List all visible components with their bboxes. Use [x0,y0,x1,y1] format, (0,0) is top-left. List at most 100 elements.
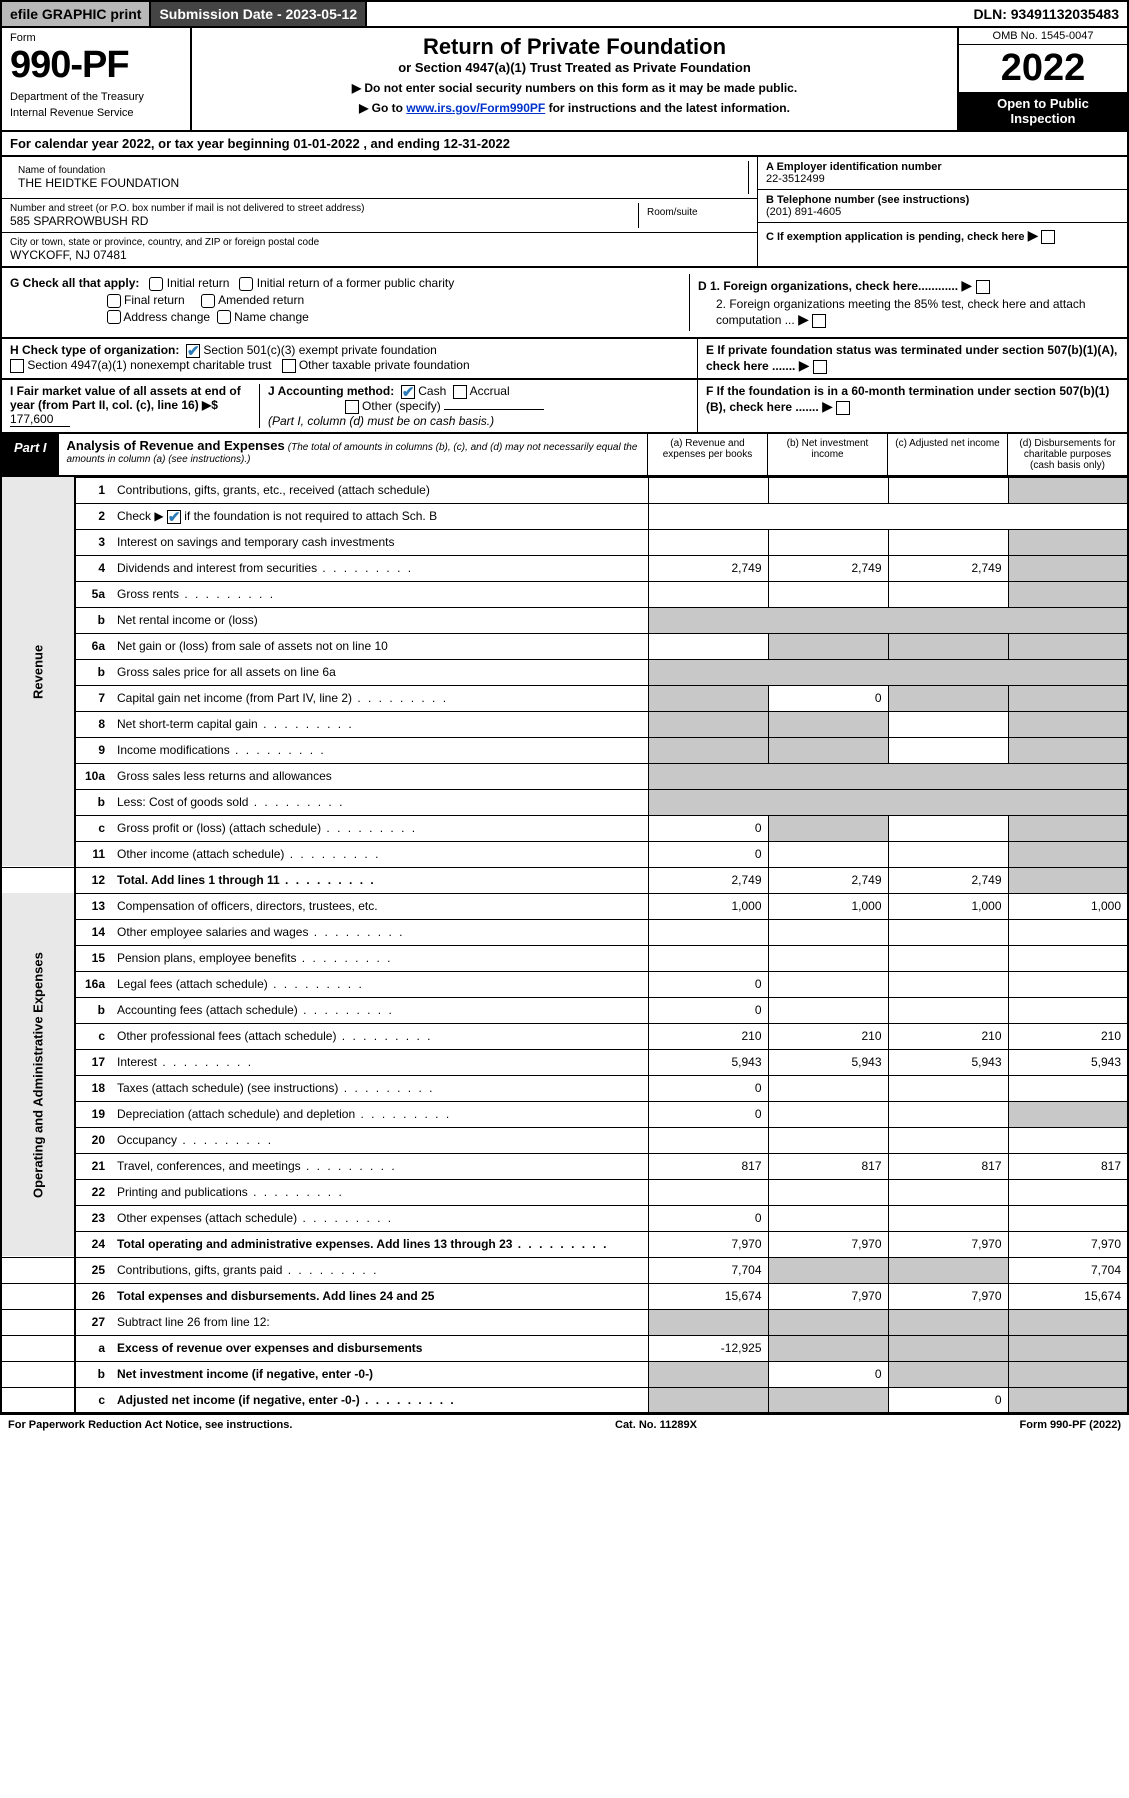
h-label: H Check type of organization: [10,343,179,357]
r19-num: 19 [75,1101,111,1127]
r16a-desc: Legal fees (attach schedule) [111,971,648,997]
r27-desc: Subtract line 26 from line 12: [111,1309,648,1335]
year-block: OMB No. 1545-0047 2022 Open to Public In… [957,28,1127,130]
street-address: 585 SPARROWBUSH RD [10,214,638,228]
j-other: Other (specify) [362,399,441,413]
r18-a: 0 [648,1075,768,1101]
g-initial-former-checkbox[interactable] [239,277,253,291]
r22-desc: Printing and publications [111,1179,648,1205]
ssn-note: ▶ Do not enter social security numbers o… [200,81,949,95]
r25-a: 7,704 [648,1257,768,1283]
exemption-checkbox[interactable] [1041,230,1055,244]
goto-note: ▶ Go to www.irs.gov/Form990PF for instru… [200,101,949,115]
omb-number: OMB No. 1545-0047 [959,28,1127,45]
sch-b-checkbox[interactable] [167,510,181,524]
part1-header: Part I Analysis of Revenue and Expenses … [0,434,1129,477]
j-other-checkbox[interactable] [345,400,359,414]
form-header: Form 990-PF Department of the Treasury I… [0,28,1129,132]
r11-a: 0 [648,841,768,867]
h-4947-checkbox[interactable] [10,359,24,373]
r21-num: 21 [75,1153,111,1179]
r6b-num: b [75,659,111,685]
part1-label: Part I [2,434,59,475]
r10c-desc: Gross profit or (loss) (attach schedule) [111,815,648,841]
ein-row: A Employer identification number 22-3512… [758,157,1127,190]
table-row: cAdjusted net income (if negative, enter… [1,1387,1128,1413]
table-row: 19Depreciation (attach schedule) and dep… [1,1101,1128,1127]
j-cash-checkbox[interactable] [401,385,415,399]
d1-checkbox[interactable] [976,280,990,294]
r10a-num: 10a [75,763,111,789]
r3-num: 3 [75,529,111,555]
revenue-side-label: Revenue [1,477,75,867]
table-row: 22Printing and publications [1,1179,1128,1205]
g-amended-checkbox[interactable] [201,294,215,308]
table-row: 10aGross sales less returns and allowanc… [1,763,1128,789]
r24-num: 24 [75,1231,111,1257]
r26-a: 15,674 [648,1283,768,1309]
efile-print-button[interactable]: efile GRAPHIC print [2,2,151,26]
name-label: Name of foundation [18,165,740,176]
h-501c3-checkbox[interactable] [186,344,200,358]
r7-desc: Capital gain net income (from Part IV, l… [111,685,648,711]
address-label: Number and street (or P.O. box number if… [10,203,638,214]
j-accrual: Accrual [470,384,510,398]
r10a-desc: Gross sales less returns and allowances [111,763,648,789]
r5a-desc: Gross rents [111,581,648,607]
r11-num: 11 [75,841,111,867]
r16c-b: 210 [768,1023,888,1049]
table-row: Operating and Administrative Expenses 13… [1,893,1128,919]
g-address-change-checkbox[interactable] [107,310,121,324]
g-section: G Check all that apply: Initial return I… [10,274,681,331]
form-title: Return of Private Foundation [200,34,949,60]
e-checkbox[interactable] [813,360,827,374]
g-name-change-checkbox[interactable] [217,310,231,324]
j-accrual-checkbox[interactable] [453,385,467,399]
d2-checkbox[interactable] [812,314,826,328]
irs-link[interactable]: www.irs.gov/Form990PF [406,101,545,115]
r12-desc: Total. Add lines 1 through 11 [111,867,648,893]
r16c-desc: Other professional fees (attach schedule… [111,1023,648,1049]
r13-b: 1,000 [768,893,888,919]
r19-desc: Depreciation (attach schedule) and deple… [111,1101,648,1127]
r27c-c: 0 [888,1387,1008,1413]
table-row: 7Capital gain net income (from Part IV, … [1,685,1128,711]
table-row: 24Total operating and administrative exp… [1,1231,1128,1257]
goto-post: for instructions and the latest informat… [545,101,790,115]
d2-label: 2. Foreign organizations meeting the 85%… [716,297,1086,327]
r13-desc: Compensation of officers, directors, tru… [111,893,648,919]
g-o6: Name change [234,310,309,324]
table-row: bAccounting fees (attach schedule)0 [1,997,1128,1023]
g-initial-return-checkbox[interactable] [149,277,163,291]
r23-a: 0 [648,1205,768,1231]
f-checkbox[interactable] [836,401,850,415]
j-note: (Part I, column (d) must be on cash basi… [268,414,494,428]
r17-b: 5,943 [768,1049,888,1075]
part1-title: Analysis of Revenue and Expenses [67,438,285,453]
r26-desc: Total expenses and disbursements. Add li… [111,1283,648,1309]
h-other-checkbox[interactable] [282,359,296,373]
r12-c: 2,749 [888,867,1008,893]
r27b-b: 0 [768,1361,888,1387]
r27a-a: -12,925 [648,1335,768,1361]
col-a-head: (a) Revenue and expenses per books [647,434,767,475]
table-row: Revenue 1Contributions, gifts, grants, e… [1,477,1128,503]
r9-desc: Income modifications [111,737,648,763]
form-label: Form [10,32,182,44]
table-row: 18Taxes (attach schedule) (see instructi… [1,1075,1128,1101]
e-label: E If private foundation status was termi… [706,343,1117,373]
r21-b: 817 [768,1153,888,1179]
submission-date: Submission Date - 2023-05-12 [151,2,367,26]
r24-d: 7,970 [1008,1231,1128,1257]
r19-a: 0 [648,1101,768,1127]
table-row: 21Travel, conferences, and meetings81781… [1,1153,1128,1179]
table-row: cOther professional fees (attach schedul… [1,1023,1128,1049]
r27b-num: b [75,1361,111,1387]
r2-num: 2 [75,503,111,529]
col-d-head: (d) Disbursements for charitable purpose… [1007,434,1127,475]
form-id-block: Form 990-PF Department of the Treasury I… [2,28,192,130]
r25-d: 7,704 [1008,1257,1128,1283]
table-row: aExcess of revenue over expenses and dis… [1,1335,1128,1361]
g-final-return-checkbox[interactable] [107,294,121,308]
r8-desc: Net short-term capital gain [111,711,648,737]
